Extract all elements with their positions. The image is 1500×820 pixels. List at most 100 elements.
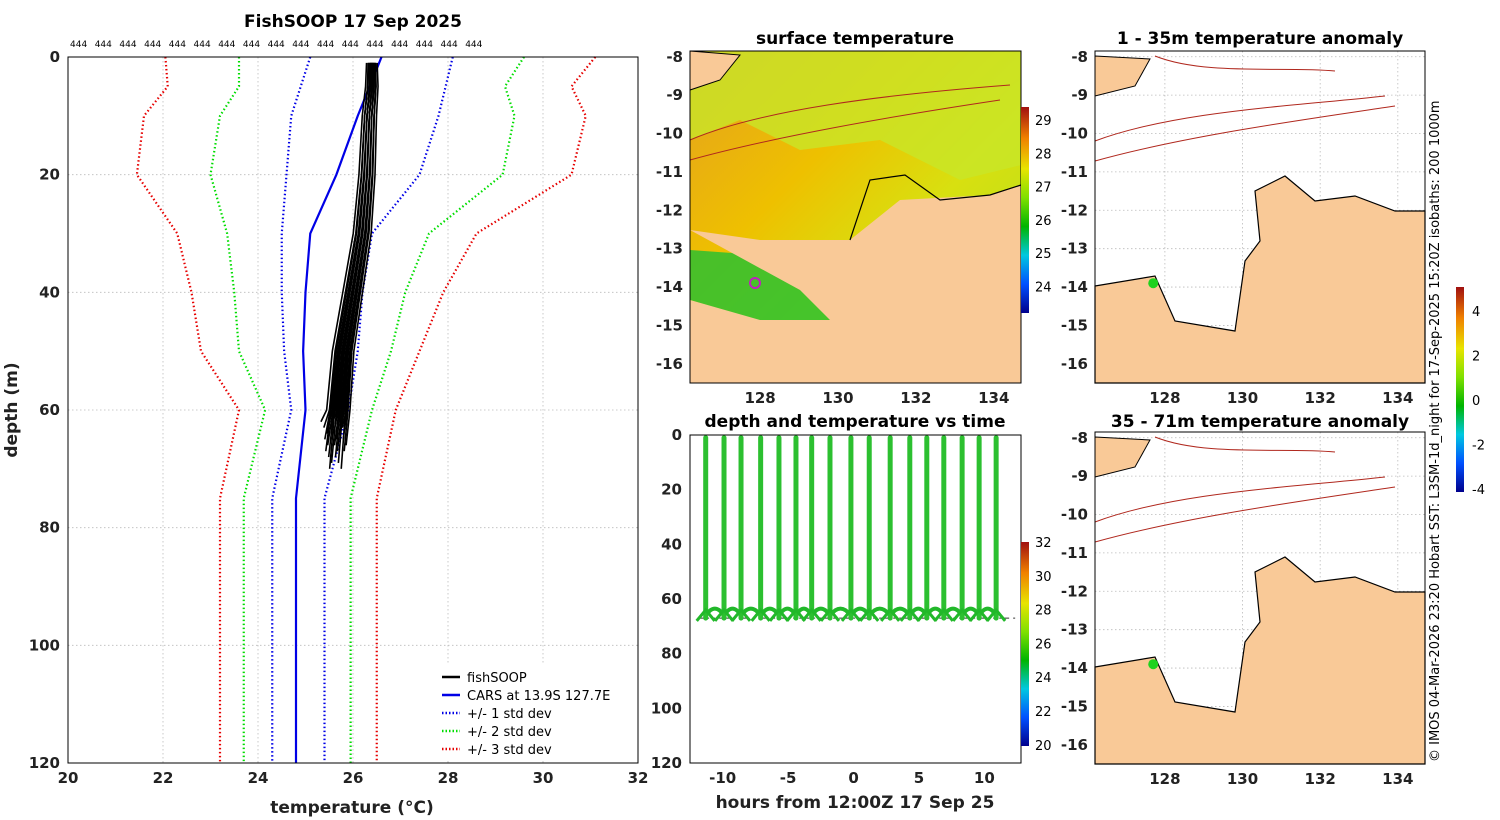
map-y-tick-label: -8 xyxy=(666,48,683,66)
cast-bottom-hook xyxy=(951,607,973,622)
anomaly-colorbar-label: 4 xyxy=(1472,305,1480,320)
anomaly-axes-frame xyxy=(1094,50,1426,384)
anomaly-y-tick-label: -15 xyxy=(1061,697,1088,715)
x-tick-label: 22 xyxy=(153,769,174,787)
anomaly-y-tick-label: -8 xyxy=(1071,429,1088,447)
map-y-tick-label: -14 xyxy=(656,278,683,296)
y-tick-label: 60 xyxy=(39,401,60,419)
std-line xyxy=(135,56,241,763)
fishsoop-cast xyxy=(324,62,369,452)
anomaly-y-tick-label: -12 xyxy=(1061,201,1088,219)
anomaly-colorbar-label: -4 xyxy=(1472,483,1485,498)
anomaly-y-tick-label: -14 xyxy=(1061,278,1088,296)
map-y-tick-label: -12 xyxy=(656,201,683,219)
sample-count-label: 444 xyxy=(416,40,433,50)
cast-bottom-hook xyxy=(880,607,901,622)
legend-label: +/- 2 std dev xyxy=(467,725,552,740)
anomaly-x-tick-label: 130 xyxy=(1227,389,1258,407)
sst-map: surface temperature 128 130 132 134 -8 -9 -10 -… xyxy=(656,29,1052,407)
y-tick-label: 120 xyxy=(29,754,60,772)
std-line xyxy=(375,56,597,763)
std-line xyxy=(271,56,312,763)
profile-chart-title: FishSOOP 17 Sep 2025 xyxy=(244,12,462,32)
cast-bottom-hook xyxy=(899,607,920,622)
sst-map-title: surface temperature xyxy=(756,29,954,49)
time-colorbar-label: 26 xyxy=(1035,637,1052,652)
time-y-tick-label: 20 xyxy=(661,481,682,499)
y-tick-label: 0 xyxy=(50,48,60,66)
anomaly-isobath xyxy=(1094,436,1396,543)
time-chart-title: depth and temperature vs time xyxy=(705,412,1006,432)
y-tick-label: 100 xyxy=(29,636,60,654)
time-x-tick-label: -5 xyxy=(780,769,797,787)
legend-label: fishSOOP xyxy=(467,671,527,686)
anomaly-colorbar-label: -2 xyxy=(1472,439,1485,454)
sample-count-label: 444 xyxy=(317,40,334,50)
cast-bottom-hook xyxy=(968,607,990,622)
anomaly-y-tick-label: -10 xyxy=(1061,506,1088,524)
anomaly-upper-title: 1 - 35m temperature anomaly xyxy=(1117,29,1403,49)
x-tick-label: 20 xyxy=(58,769,79,787)
map-y-tick-label: -16 xyxy=(656,355,683,373)
time-casts xyxy=(695,435,1019,622)
anomaly-y-tick-label: -16 xyxy=(1061,355,1088,373)
anomaly-y-tick-label: -8 xyxy=(1071,48,1088,66)
time-colorbar-label: 24 xyxy=(1035,671,1052,686)
fishsoop-cast xyxy=(343,62,377,452)
anomaly-y-tick-label: -16 xyxy=(1061,736,1088,754)
cast-bottom-hook xyxy=(985,607,1007,622)
sst-north-band xyxy=(690,51,1021,180)
anomaly-y-tick-label: -11 xyxy=(1061,544,1088,562)
cast-bottom-hook xyxy=(801,607,822,622)
sst-colorbar-label: 28 xyxy=(1035,147,1052,162)
sst-colorbar-label: 27 xyxy=(1035,181,1052,196)
profile-series xyxy=(135,56,597,763)
anomaly-colorbar-label: 0 xyxy=(1472,394,1480,409)
sample-count-label: 444 xyxy=(243,40,260,50)
bottom-trace xyxy=(704,606,998,617)
anomaly-y-tick-label: -10 xyxy=(1061,125,1088,143)
sample-count-label: 444 xyxy=(119,40,136,50)
sst-location-marker xyxy=(749,277,761,289)
cast-bottom-hook xyxy=(916,607,937,622)
cast-bottom-hook xyxy=(713,607,735,622)
time-y-tick-label: 80 xyxy=(661,645,682,663)
fishsoop-cast xyxy=(345,62,379,446)
sample-count-label: 444 xyxy=(169,40,186,50)
fishsoop-cast xyxy=(329,62,371,428)
fishsoop-cast xyxy=(320,62,368,423)
x-tick-label: 30 xyxy=(533,769,554,787)
cast-bottom-hook xyxy=(933,607,954,622)
map-y-tick-label: -11 xyxy=(656,163,683,181)
map-y-tick-label: -10 xyxy=(656,125,683,143)
sample-count-label: 444 xyxy=(95,40,112,50)
sample-count-label: 444 xyxy=(441,40,458,50)
legend-label: +/- 1 std dev xyxy=(467,707,552,722)
sample-count-label: 444 xyxy=(194,40,211,50)
cast-bottom-hook xyxy=(730,607,752,622)
sample-count-label: 444 xyxy=(391,40,408,50)
anomaly-map-lower: 35 - 71m temperature anomaly 128 130 132 13… xyxy=(1061,412,1426,788)
sst-colorbar xyxy=(1021,107,1029,313)
time-colorbar xyxy=(1021,542,1029,746)
cast-bottom-hook xyxy=(768,607,790,622)
x-tick-label: 28 xyxy=(438,769,459,787)
cast-bottom-hook xyxy=(695,607,716,622)
sst-colorbar-label: 29 xyxy=(1035,114,1052,129)
sst-land xyxy=(690,185,1021,383)
time-y-tick-label: 40 xyxy=(661,535,682,553)
map-x-tick-label: 134 xyxy=(978,389,1009,407)
anomaly-x-tick-label: 128 xyxy=(1149,389,1180,407)
map-y-tick-label: -13 xyxy=(656,240,683,258)
map-x-tick-label: 128 xyxy=(744,389,775,407)
map-y-tick-label: -9 xyxy=(666,86,683,104)
profile-grid xyxy=(68,57,638,763)
profile-ylabel: depth (m) xyxy=(2,362,22,457)
time-colorbar-label: 20 xyxy=(1035,739,1052,754)
sample-count-label: 444 xyxy=(465,40,482,50)
anomaly-y-tick-label: -11 xyxy=(1061,163,1088,181)
sst-colorbar-label: 25 xyxy=(1035,247,1052,262)
anomaly-colorbar-label: 2 xyxy=(1472,350,1480,365)
fishsoop-cast xyxy=(339,62,375,434)
